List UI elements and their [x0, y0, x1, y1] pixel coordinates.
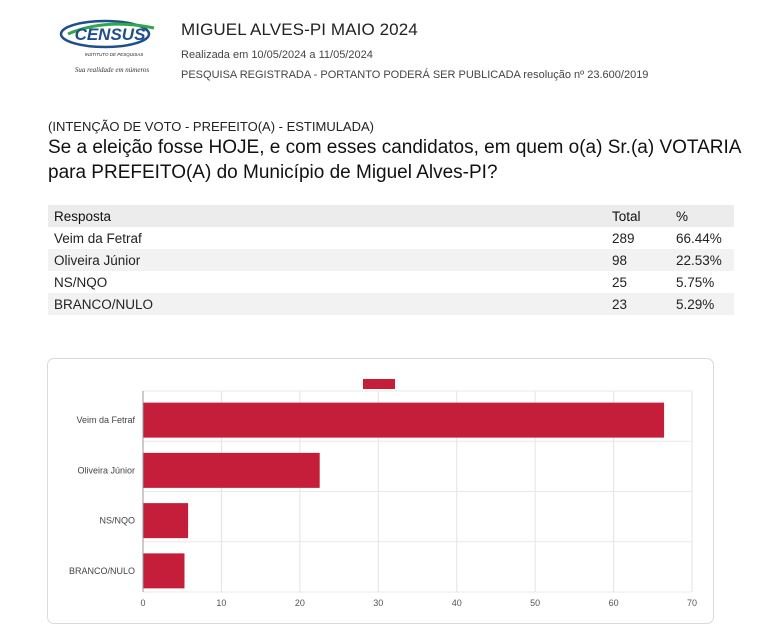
page-title: MIGUEL ALVES-PI MAIO 2024 — [181, 20, 418, 39]
table-header-row: Resposta Total % — [48, 205, 734, 227]
question-text: Se a eleição fosse HOJE, e com esses can… — [48, 137, 741, 183]
x-tick-label: 60 — [609, 598, 619, 608]
x-tick-label: 10 — [216, 598, 226, 608]
header: MIGUEL ALVES-PI MAIO 2024 Realizada em 1… — [181, 20, 648, 81]
cell-percent: 5.29% — [670, 293, 734, 315]
bar — [143, 503, 189, 539]
cell-resposta: Veim da Fetraf — [54, 230, 142, 246]
legend-swatch — [363, 379, 395, 389]
cell-resposta: Oliveira Júnior — [48, 249, 606, 271]
cell-total: 289 — [612, 230, 635, 246]
logo-subtitle: INSTITUTO DE PESQUISAS — [85, 52, 143, 57]
cell-total: 23 — [606, 293, 670, 315]
cell-percent: 22.53% — [670, 249, 734, 271]
category-label: BRANCO/NULO — [69, 566, 135, 576]
cell-resposta: BRANCO/NULO — [48, 293, 606, 315]
x-tick-label: 0 — [140, 598, 145, 608]
x-tick-label: 50 — [530, 598, 540, 608]
x-tick-label: 70 — [687, 598, 697, 608]
cell-total: 98 — [606, 249, 670, 271]
cell-resposta: NS/NQO — [54, 274, 108, 290]
cell-percent: 66.44% — [676, 230, 722, 246]
category-label: Oliveira Júnior — [77, 465, 135, 475]
table-row: NS/NQO 25 5.75% — [48, 271, 734, 293]
logo-tagline: Sua realidade em números — [75, 66, 150, 74]
registration-note: PESQUISA REGISTRADA - PORTANTO PODERÁ SE… — [181, 69, 649, 81]
x-tick-label: 30 — [373, 598, 383, 608]
cell-percent: 5.75% — [676, 274, 715, 290]
table-row: Veim da Fetraf 289 66.44% — [48, 227, 734, 249]
cell-total: 25 — [612, 274, 628, 290]
bar-chart: 0 10 20 30 40 50 60 70 Veim da Fetraf Oliveira Jú… — [69, 379, 697, 608]
chart-card: 0 10 20 30 40 50 60 70 Veim da Fetraf Oliveira Jú… — [47, 358, 714, 624]
header-percent: % — [670, 205, 734, 227]
header-total: Total — [606, 205, 670, 227]
question-tag: (INTENÇÃO DE VOTO - PREFEITO(A) - ESTIMU… — [48, 119, 374, 134]
results-table: Resposta Total % Veim da Fetraf 289 66.4… — [48, 205, 734, 315]
category-label: Veim da Fetraf — [76, 415, 135, 425]
header-resposta: Resposta — [48, 205, 606, 227]
x-tick-label: 20 — [295, 598, 305, 608]
category-label: NS/NQO — [99, 516, 135, 526]
table-row: BRANCO/NULO 23 5.29% — [48, 293, 734, 315]
x-tick-label: 40 — [452, 598, 462, 608]
table-row: Oliveira Júnior 98 22.53% — [48, 249, 734, 271]
bar — [143, 553, 185, 589]
survey-dates: Realizada em 10/05/2024 a 11/05/2024 — [181, 49, 373, 61]
logo-wordmark: CENSUS — [75, 25, 147, 44]
bar — [143, 402, 665, 438]
census-logo: CENSUS INSTITUTO DE PESQUISAS Sua realid… — [59, 19, 155, 74]
bar — [143, 452, 320, 488]
